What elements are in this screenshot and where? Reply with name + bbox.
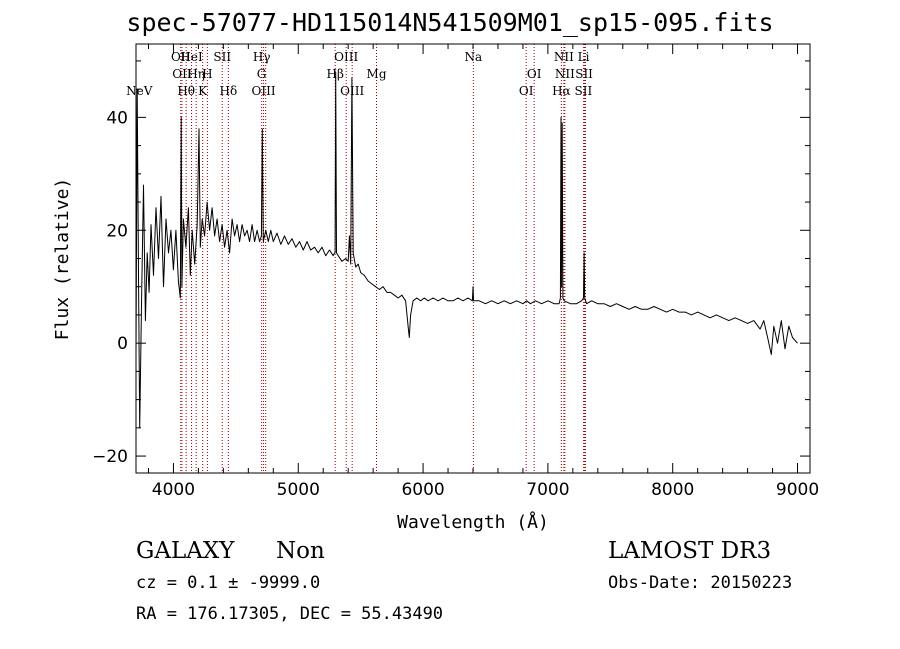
spectral-line-label: Mg [367,67,387,81]
x-tick-label: 7000 [526,480,569,500]
survey-label: LAMOST DR3 [608,538,772,564]
y-tick-label: 40 [106,108,128,128]
y-tick-label: 20 [106,221,128,241]
spectral-line-label: Na [465,50,483,64]
x-tick-label: 8000 [651,480,694,500]
spectral-line-label: OIII [340,84,364,98]
redshift-text: cz = 0.1 ± -9999.0 [136,573,321,593]
spectral-line-label: HeI [180,50,203,64]
x-tick-label: 9000 [776,480,819,500]
spectral-line-label: OII [172,67,192,81]
x-tick-label: 5000 [277,480,320,500]
spectral-line-label: K [198,84,208,98]
spectral-line-label: OIII [334,50,358,64]
spectral-line-label: NII [554,50,574,64]
spectral-line-label: Li [578,50,590,64]
spectral-line-label: OI [527,67,542,81]
spectral-line-label: Hγ [253,50,271,64]
spectral-line-label: Hδ [220,84,238,98]
subclass-label: Non [276,538,325,564]
spectral-line-label: OI [519,84,534,98]
spectral-line-label: H [202,67,212,81]
spectral-line-label: SII [213,50,231,64]
chart-title: spec-57077-HD115014N541509M01_sp15-095.f… [126,8,774,37]
spectrum-line-0 [135,71,798,429]
spectral-line-label: Hθ [177,84,195,98]
x-tick-label: 6000 [401,480,444,500]
class-label: GALAXY [136,538,235,564]
plot-frame [135,43,811,474]
spectral-line-label: SII [574,84,592,98]
y-tick-label: −20 [92,447,128,467]
spectral-line-label: SII [575,67,593,81]
spectral-line-label: G [257,67,267,81]
spectral-line-label: Hη [187,67,205,81]
y-axis-label: Flux (relative) [52,178,73,341]
obs-date-text: Obs-Date: 20150223 [608,573,793,593]
x-tick-label: 4000 [152,480,195,500]
spectral-line-label: Hα [552,84,571,98]
spectral-line-label: NeV [126,84,153,98]
y-tick-label: 0 [117,334,128,354]
spectral-line-label: OII [171,50,191,64]
spectral-line-label: Hβ [327,67,344,81]
coordinates-text: RA = 176.17305, DEC = 55.43490 [136,604,444,624]
spectral-line-label: OIII [252,84,276,98]
spectral-line-label: NII [555,67,575,81]
x-axis-label: Wavelength (Å) [397,511,549,533]
